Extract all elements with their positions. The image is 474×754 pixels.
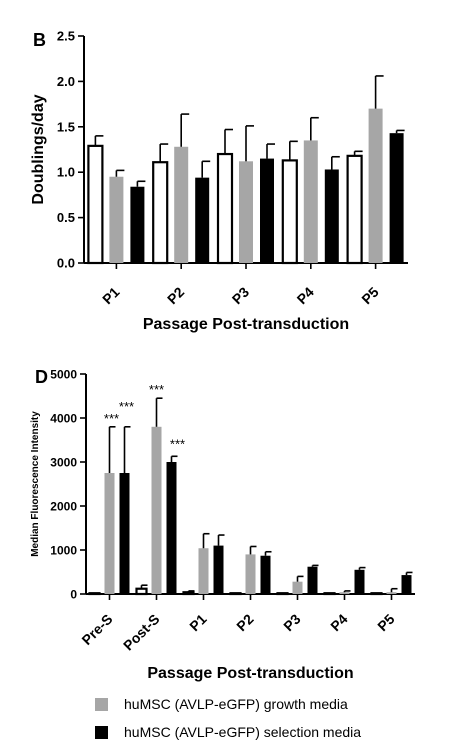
x-axis-title: Passage Post-transduction (147, 665, 353, 682)
y-tick-label: 1.5 (57, 119, 75, 134)
bar (87, 144, 104, 265)
bar (130, 186, 145, 263)
y-tick-label: 0.5 (57, 210, 75, 225)
bar (339, 592, 350, 594)
x-tick-label: P4 (327, 611, 351, 635)
bar (195, 177, 210, 263)
x-tick-label: P1 (186, 611, 210, 635)
panel-b-chart: B 0.0 0.5 1.0 1.5 2.0 2.5 P1 P2 P3 P4 P5 Doublings/d… (30, 29, 408, 333)
y-tick-label: 4000 (50, 412, 77, 426)
bar (174, 146, 189, 263)
bar (354, 569, 365, 594)
bar (109, 176, 124, 263)
bar (370, 592, 383, 596)
bar (239, 161, 253, 263)
bar (389, 133, 404, 263)
bar (88, 592, 101, 596)
panel-letter: B (33, 30, 46, 50)
bar (292, 581, 303, 594)
bar (119, 473, 130, 594)
y-tick-label: 0 (70, 588, 77, 602)
legend-swatch (95, 698, 108, 711)
bar (260, 158, 274, 263)
bar (281, 159, 298, 265)
significance-marker: *** (149, 382, 164, 397)
significance-marker: *** (170, 436, 185, 451)
bar (323, 592, 336, 596)
y-tick-label: 2.5 (57, 29, 75, 44)
bar (303, 140, 318, 263)
y-tick-label: 3000 (50, 456, 77, 470)
bar (182, 591, 195, 596)
legend-label: huMSC (AVLP-eGFP) selection media (124, 724, 361, 740)
bar (198, 548, 209, 594)
legend: huMSC (AVLP-eGFP) growth media huMSC (AVL… (95, 696, 361, 740)
x-tick-label: P3 (229, 284, 253, 308)
x-tick-label: P2 (164, 284, 188, 308)
bar (324, 169, 339, 263)
panel-letter: D (35, 367, 48, 387)
x-tick-label: P1 (99, 284, 123, 308)
y-tick-label: 1000 (50, 544, 77, 558)
bar (276, 592, 289, 596)
y-axis-title: Median Fluorescence Intensity (30, 411, 41, 557)
x-tick-label: P5 (358, 284, 382, 308)
y-tick-label: 2.0 (57, 74, 75, 89)
y-axis-title: Doublings/day (30, 94, 47, 204)
x-tick-label: Pre-S (78, 611, 115, 648)
legend-swatch (95, 726, 108, 739)
bar (260, 555, 271, 594)
bar (213, 545, 224, 594)
y-tick-label: 0.0 (57, 256, 75, 271)
bar (104, 473, 115, 594)
bar (346, 154, 363, 265)
significance-marker: *** (104, 411, 119, 426)
bar (307, 566, 318, 594)
bar (152, 161, 169, 265)
bar (166, 462, 177, 594)
bar (229, 592, 242, 596)
y-tick-label: 5000 (50, 368, 77, 382)
bar (151, 426, 162, 594)
x-tick-label: P5 (374, 611, 398, 635)
x-tick-label: P3 (280, 611, 304, 635)
bar (135, 587, 148, 596)
x-tick-label: P4 (293, 284, 317, 308)
legend-label: huMSC (AVLP-eGFP) growth media (124, 696, 348, 712)
x-tick-label: Post-S (120, 611, 163, 654)
x-axis-title: Passage Post-transduction (143, 316, 349, 333)
bar (368, 108, 383, 263)
bar (401, 575, 412, 594)
bar (386, 592, 397, 594)
y-tick-label: 2000 (50, 500, 77, 514)
panel-d-chart: D 0 1000 2000 3000 4000 5000 Pre-S Post-S P1 P2 P3 P… (30, 367, 415, 682)
x-tick-label: P2 (233, 611, 257, 635)
bar (245, 554, 256, 594)
bar (216, 152, 234, 265)
y-tick-label: 1.0 (57, 165, 75, 180)
significance-marker: *** (119, 399, 134, 414)
